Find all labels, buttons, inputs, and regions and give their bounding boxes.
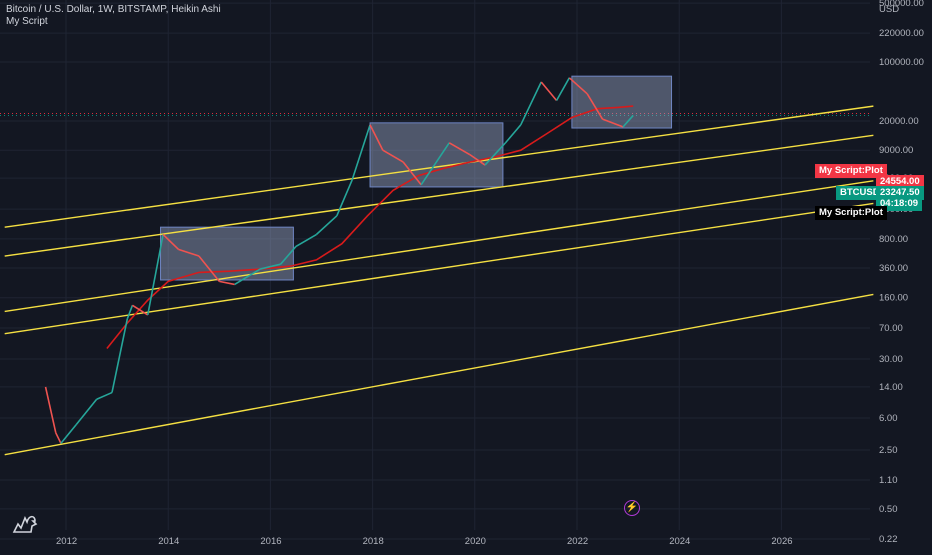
time-tick-label: 2016 bbox=[260, 536, 281, 547]
currency-label: USD bbox=[879, 4, 899, 15]
price-segment bbox=[295, 233, 317, 248]
price-segment bbox=[198, 255, 220, 282]
price-segment bbox=[602, 118, 624, 128]
price-segment bbox=[234, 268, 261, 286]
price-axis[interactable]: 32000000.0014000000.006000000.002750000.… bbox=[879, 0, 932, 545]
price-segment bbox=[555, 77, 571, 101]
price-segment bbox=[259, 263, 281, 270]
trend-line-line4 bbox=[4, 202, 874, 335]
price-segment bbox=[369, 124, 384, 151]
price-segment bbox=[44, 386, 57, 433]
trend-line-line3 bbox=[4, 180, 874, 313]
trend-lines bbox=[4, 105, 874, 456]
price-tick-label: 500000.00 bbox=[879, 0, 924, 9]
price-segment bbox=[568, 77, 588, 95]
time-tick-label: 2014 bbox=[158, 536, 179, 547]
price-segment bbox=[55, 432, 62, 444]
price-segment bbox=[469, 153, 486, 166]
price-tick-label: 100000.00 bbox=[879, 57, 924, 68]
price-segment bbox=[520, 81, 542, 126]
price-segment bbox=[315, 215, 338, 236]
price-tick-label: 9000.00 bbox=[879, 145, 913, 156]
time-tick-label: 2022 bbox=[567, 536, 588, 547]
price-segment bbox=[336, 179, 353, 217]
price-segment bbox=[178, 248, 200, 257]
indicator-title[interactable]: My Script bbox=[6, 16, 48, 27]
price-tick-label: 220000.00 bbox=[879, 28, 924, 39]
price-tag: 23247.50 bbox=[876, 186, 924, 200]
price-segment bbox=[622, 114, 634, 128]
price-segment bbox=[280, 245, 297, 265]
price-tick-label: 70.00 bbox=[879, 323, 903, 334]
time-tick-label: 2012 bbox=[56, 536, 77, 547]
price-segment bbox=[402, 161, 422, 186]
price-segment bbox=[448, 142, 471, 156]
price-high-tag: 24554.00 bbox=[876, 175, 924, 189]
time-tick-label: 2018 bbox=[363, 536, 384, 547]
price-tick-label: 160.00 bbox=[879, 293, 908, 304]
price-segment bbox=[60, 424, 77, 444]
price-segment bbox=[132, 304, 149, 316]
trend-line-line5 bbox=[4, 293, 874, 456]
price-tick-label: 14.00 bbox=[879, 382, 903, 393]
time-tick-label: 2024 bbox=[669, 536, 690, 547]
price-segment bbox=[111, 318, 129, 393]
price-segment bbox=[162, 233, 179, 250]
time-tick-label: 2026 bbox=[771, 536, 792, 547]
lightning-icon[interactable]: ⚡ bbox=[624, 500, 640, 516]
price-segment bbox=[420, 142, 450, 186]
series-lines bbox=[44, 77, 634, 444]
plot-lower-tag: My Script:Plot bbox=[815, 206, 887, 220]
time-axis[interactable]: 2012 2014 2016 2018 2020 2022 2024 2026 bbox=[56, 536, 793, 547]
price-tick-label: 0.22 bbox=[879, 534, 898, 545]
price-segment bbox=[96, 391, 113, 400]
price-tick-label: 1.10 bbox=[879, 475, 898, 486]
price-tick-label: 20000.00 bbox=[879, 116, 919, 127]
ma-line bbox=[106, 105, 634, 350]
countdown-tag: 04:18:09 bbox=[876, 197, 923, 211]
price-segment bbox=[484, 142, 507, 166]
range-box bbox=[571, 75, 673, 129]
plot-upper-tag: My Script:Plot bbox=[815, 164, 887, 178]
tradingview-logo-icon[interactable] bbox=[12, 512, 38, 534]
symbol-title: Bitcoin / U.S. Dollar, 1W, BITSTAMP, Hei… bbox=[6, 4, 221, 15]
price-tick-label: 6.00 bbox=[879, 413, 898, 424]
price-segment bbox=[382, 149, 404, 163]
price-tick-label: 0.50 bbox=[879, 504, 898, 515]
price-tick-label: 2.50 bbox=[879, 445, 898, 456]
grid bbox=[0, 0, 870, 540]
symbol-tag: BTCUSD bbox=[836, 186, 884, 200]
trend-line-line2 bbox=[4, 134, 874, 257]
price-segment bbox=[586, 93, 604, 120]
time-tick-label: 2020 bbox=[465, 536, 486, 547]
price-segment bbox=[146, 234, 164, 316]
price-segment bbox=[75, 398, 98, 426]
price-segment bbox=[504, 124, 522, 144]
price-tick-label: 800.00 bbox=[879, 234, 908, 245]
price-tick-label: 30.00 bbox=[879, 354, 903, 365]
price-segment bbox=[219, 280, 235, 286]
price-segment bbox=[540, 81, 558, 101]
trend-line-line1 bbox=[4, 105, 874, 228]
price-segment bbox=[126, 305, 134, 320]
price-tick-label: 360.00 bbox=[879, 263, 908, 274]
price-segment bbox=[351, 124, 371, 181]
